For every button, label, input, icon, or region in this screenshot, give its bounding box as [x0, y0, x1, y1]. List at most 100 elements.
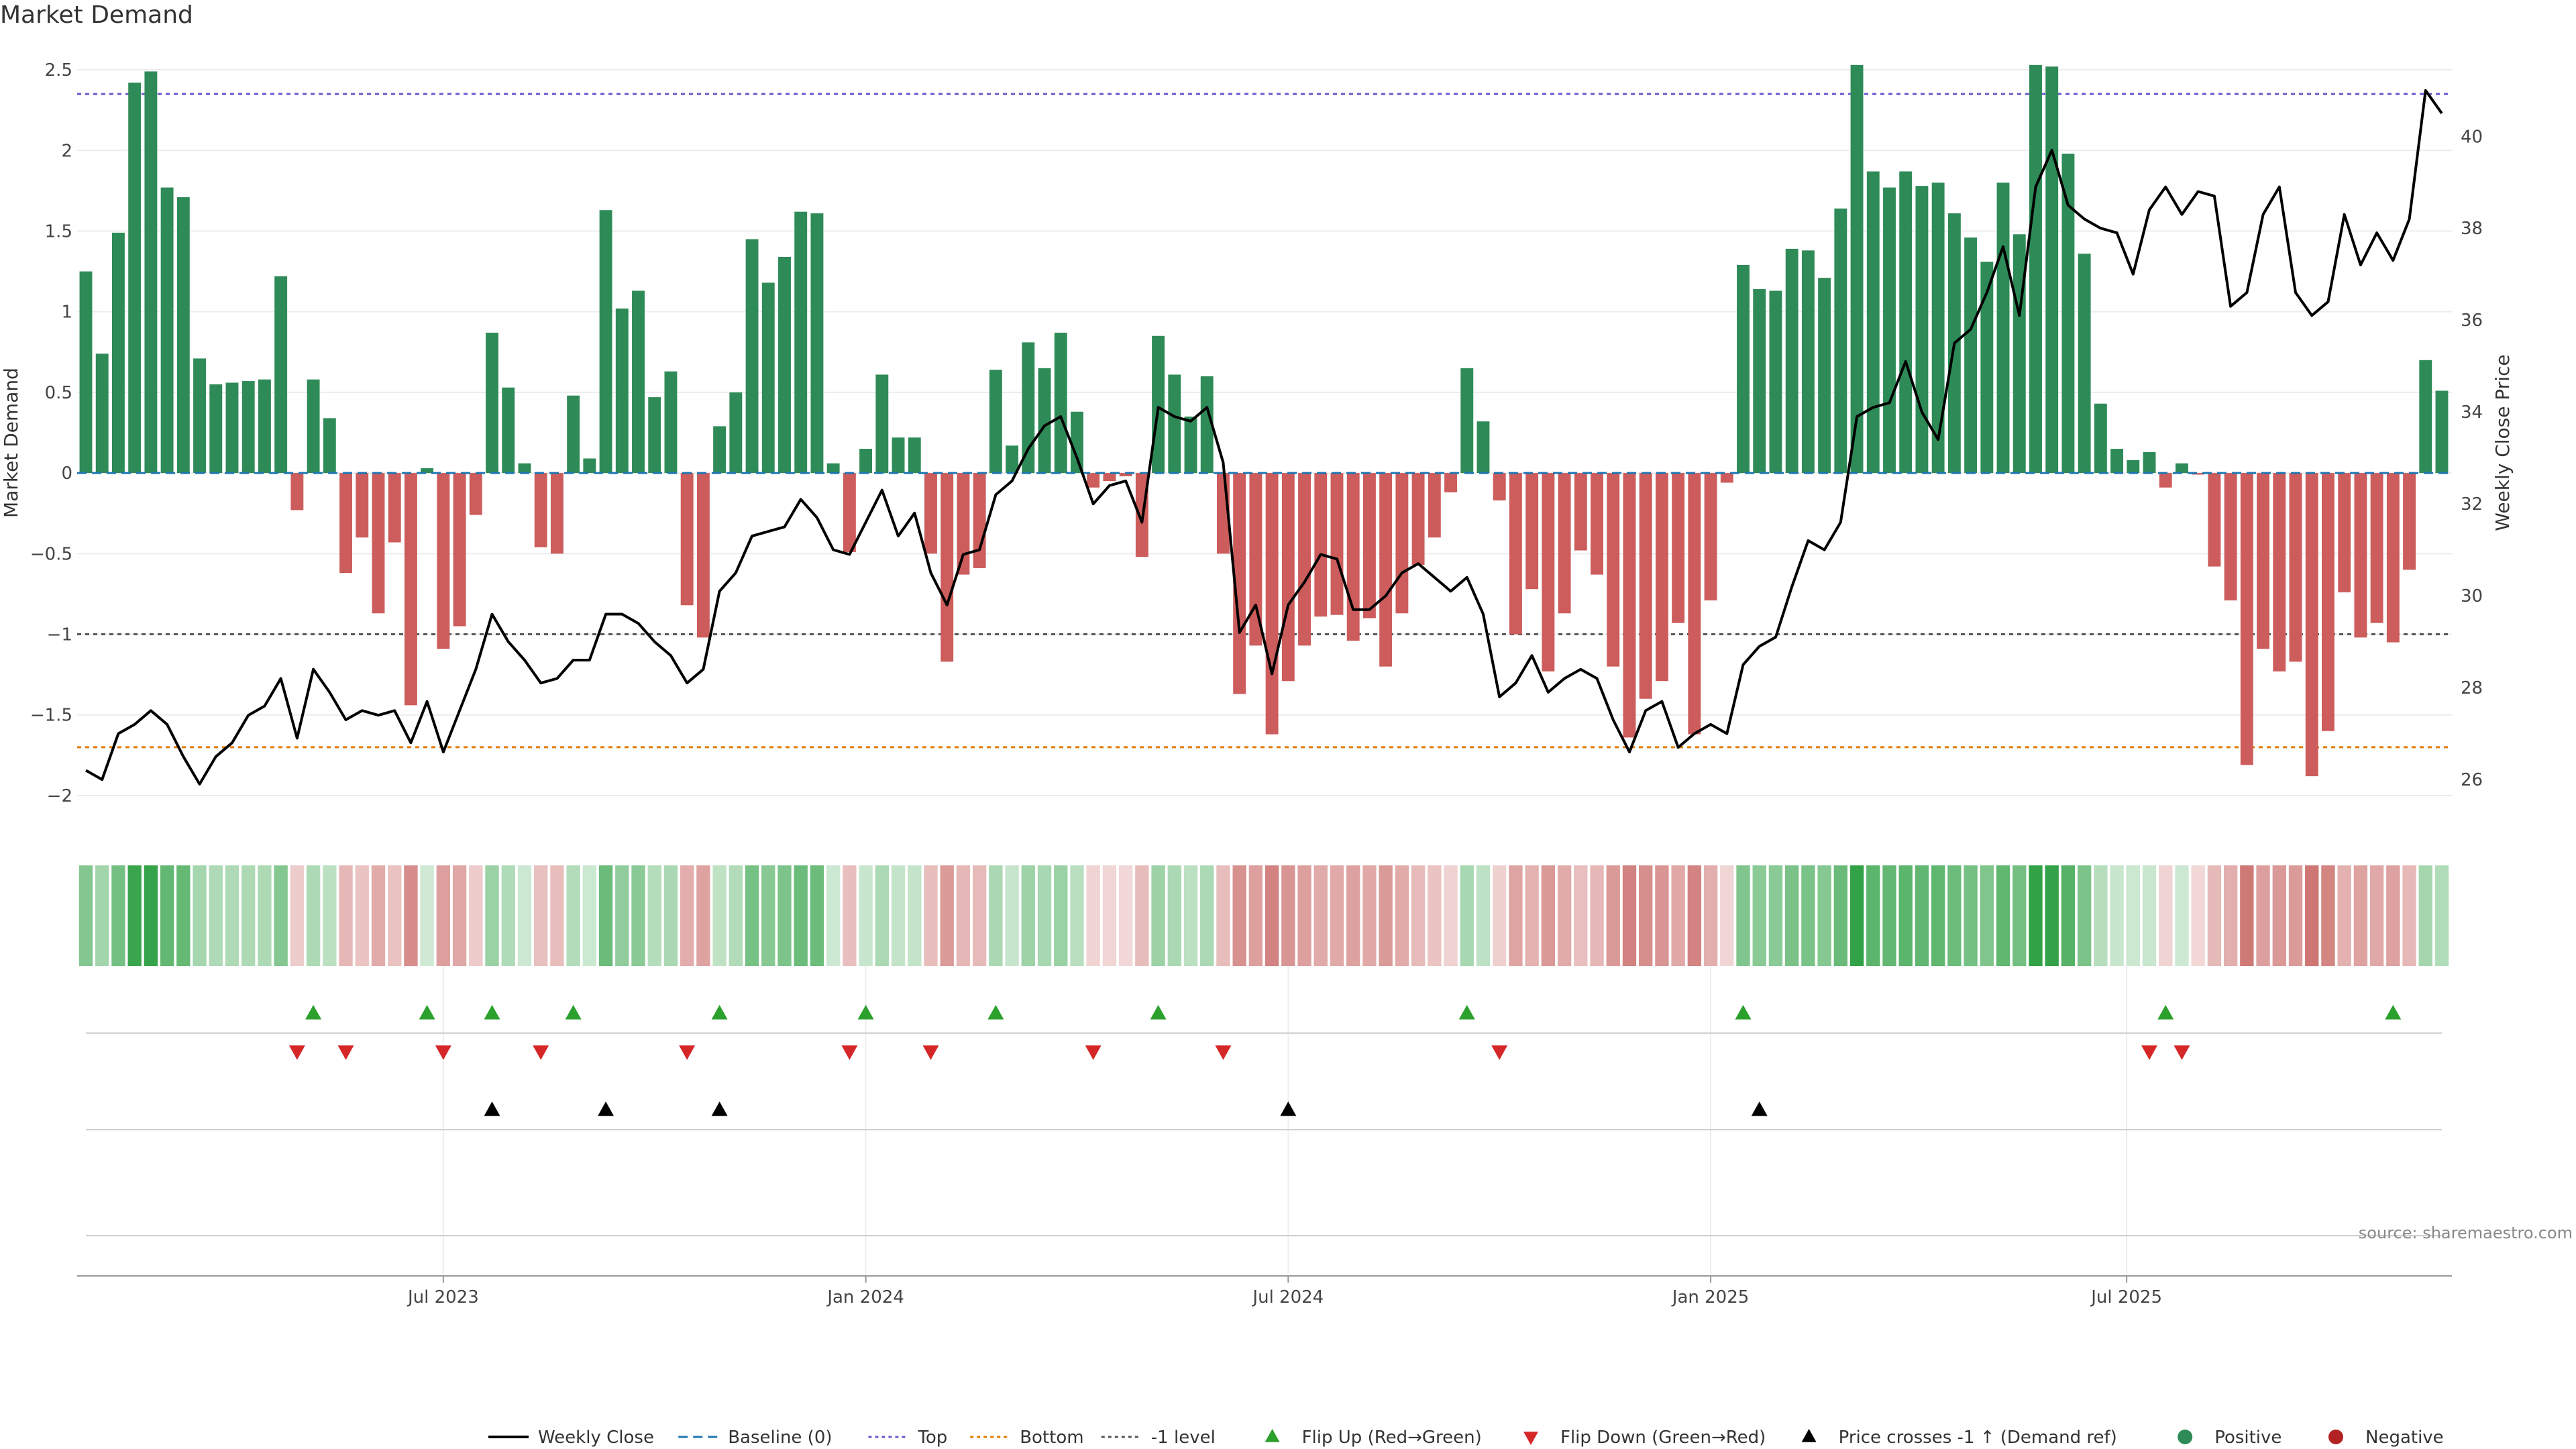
heat-cell: [1882, 865, 1896, 966]
demand-bar: [875, 374, 889, 474]
heat-cell: [176, 865, 191, 966]
weekly-close-polyline: [85, 89, 2443, 786]
legend-label: Flip Up (Red→Green): [1302, 1428, 1482, 1448]
demand-bar: [1314, 473, 1328, 617]
heat-cell: [2305, 865, 2319, 966]
demand-bar: [2192, 473, 2205, 475]
demand-bar: [680, 473, 694, 606]
demand-bar: [193, 358, 206, 474]
heat-cell: [1395, 865, 1409, 966]
flip-up-marker: [305, 1005, 322, 1020]
demand-bar: [1509, 473, 1522, 635]
flip-down-marker: [1085, 1045, 1102, 1060]
demand-bar: [729, 392, 743, 474]
heat-cell: [712, 865, 727, 966]
demand-bar: [615, 308, 629, 474]
demand-bar: [1818, 278, 1831, 474]
heat-cell: [1346, 865, 1360, 966]
flip-up-marker: [857, 1005, 874, 1020]
flip-down-marker: [2141, 1045, 2158, 1060]
heat-cell: [1070, 865, 1084, 966]
demand-bar: [2273, 473, 2286, 672]
demand-bar: [2176, 463, 2188, 474]
demand-bar: [826, 463, 840, 474]
demand-bar: [1022, 342, 1035, 474]
legend-item-baseline: Baseline (0): [678, 1428, 833, 1448]
heat-cell: [2288, 865, 2303, 966]
heat-cell: [209, 865, 223, 966]
demand-bar: [1996, 182, 2010, 474]
flip-down-marker: [288, 1045, 305, 1060]
demand-bar: [1379, 473, 1393, 667]
heat-cell: [1525, 865, 1539, 966]
heat-cell: [436, 865, 451, 966]
heat-cell: [2126, 865, 2140, 966]
legend-label: Weekly Close: [538, 1428, 654, 1448]
demand-bar: [160, 187, 174, 474]
demand-bar: [1769, 290, 1782, 474]
demand-bar: [2094, 403, 2107, 474]
demand-bar: [437, 473, 450, 649]
heat-cell: [956, 865, 971, 966]
demand-bar: [2159, 473, 2172, 488]
demand-bar: [1330, 473, 1344, 615]
demand-bar: [258, 379, 271, 474]
heat-cell: [972, 865, 987, 966]
heat-cell: [1151, 865, 1165, 966]
source-note: source: sharemaestro.com: [2359, 1224, 2573, 1242]
price-cross-marker: [598, 1102, 614, 1116]
heat-cell: [2045, 865, 2059, 966]
demand-bar: [843, 473, 856, 552]
y-tick-label: 0.5: [45, 383, 72, 403]
demand-bar: [111, 232, 125, 474]
heat-cell: [2191, 865, 2205, 966]
heat-cell: [78, 865, 93, 966]
y2-tick-label: 30: [2461, 586, 2483, 606]
y2-tick-label: 40: [2461, 127, 2483, 147]
demand-bar: [2322, 473, 2334, 731]
demand-bar: [1460, 368, 1474, 474]
demand-bar: [550, 473, 564, 554]
demand-bar: [892, 437, 905, 474]
legend-item-negative: Negative: [2328, 1428, 2444, 1448]
demand-bar: [1087, 473, 1100, 488]
heat-cell: [2159, 865, 2173, 966]
demand-bar: [2403, 473, 2416, 570]
heat-cell: [1557, 865, 1572, 966]
heat-cell: [1639, 865, 1653, 966]
legend-item-positive: Positive: [2178, 1428, 2282, 1448]
legend-label: Negative: [2365, 1428, 2444, 1448]
demand-bar: [2338, 473, 2351, 593]
demand-bar: [307, 379, 320, 474]
demand-bar: [1542, 473, 1555, 672]
price-cross-marker: [711, 1102, 728, 1116]
demand-bar: [2143, 451, 2156, 474]
demand-bar: [323, 418, 336, 474]
demand-bar: [632, 290, 645, 474]
demand-bar: [1883, 187, 1896, 474]
demand-bar: [2370, 473, 2383, 623]
heat-cell: [1606, 865, 1620, 966]
event-markers: [86, 1005, 2442, 1236]
demand-bars: [77, 64, 2452, 777]
demand-bar: [1298, 473, 1311, 646]
heat-cell: [924, 865, 938, 966]
y-tick-label: −0.5: [30, 544, 72, 564]
demand-bar: [648, 397, 661, 474]
legend-swatch: [1265, 1429, 1280, 1442]
demand-bar: [176, 197, 190, 474]
heat-cell: [859, 865, 873, 966]
heat-cell: [485, 865, 499, 966]
heat-cell: [550, 865, 564, 966]
main-gridlines: [77, 69, 2452, 1275]
demand-bar: [274, 276, 288, 474]
reference-levels: [77, 93, 2452, 749]
x-tick-label: Jan 2025: [1671, 1287, 1750, 1307]
demand-bar: [95, 354, 109, 474]
demand-bar: [421, 468, 434, 474]
demand-bar: [1038, 368, 1051, 474]
demand-bar: [1477, 421, 1490, 474]
flip-down-marker: [533, 1045, 549, 1060]
demand-bar: [534, 473, 547, 547]
demand-bar: [908, 437, 921, 474]
